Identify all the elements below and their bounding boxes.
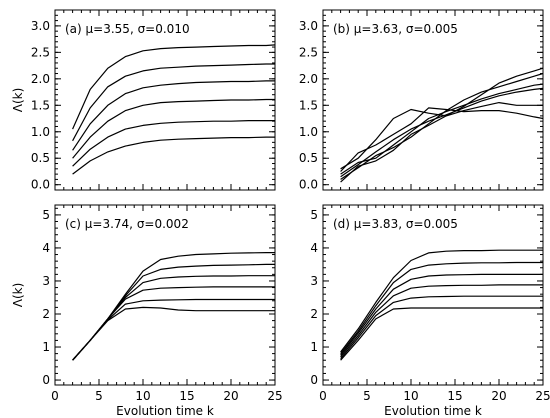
series-line-2	[72, 63, 275, 142]
x-tick-label: 5	[363, 389, 371, 403]
y-tick-label: 0	[310, 373, 318, 387]
x-tick-label: 20	[223, 389, 238, 403]
y-tick-label: 4	[310, 241, 318, 255]
panel-frame	[54, 204, 276, 386]
x-tick-label: 15	[447, 389, 462, 403]
series-line-4	[72, 286, 275, 361]
x-tick-label: 15	[179, 389, 194, 403]
series-line-6	[340, 307, 543, 361]
panel-annotation: (d) μ=3.83, σ=0.005	[333, 217, 458, 231]
y-tick-label: 1.0	[299, 125, 318, 139]
series-line-6	[72, 136, 275, 175]
panel-annotation: (a) μ=3.55, σ=0.010	[65, 22, 190, 36]
x-axis-label: Evolution time k	[384, 404, 482, 418]
panel-annotation: (b) μ=3.63, σ=0.005	[333, 22, 458, 36]
y-tick-label: 0.0	[299, 178, 318, 192]
series-line-4	[72, 98, 275, 159]
y-axis-label: Λ(k)	[11, 88, 25, 113]
y-tick-label: 2.5	[31, 45, 50, 59]
panel-a: 0.0 0.5 1.0 1.5 2.0 2.5 3.0 (a) μ=3.55, σ=0.010…	[11, 9, 276, 192]
y-tick-label: 1.5	[299, 98, 318, 112]
y-tick-label: 3	[42, 274, 50, 288]
y-tick-label: 3.0	[299, 19, 318, 33]
series-line-1	[340, 249, 543, 353]
x-tick-label: 20	[491, 389, 506, 403]
y-tick-label: 1.5	[31, 98, 50, 112]
series-line-3	[72, 80, 275, 151]
y-tick-label: 2	[42, 307, 50, 321]
y-tick-label: 2	[310, 307, 318, 321]
series-line-2	[72, 263, 275, 361]
y-tick-label: 0.5	[299, 151, 318, 165]
x-tick-label: 25	[267, 389, 282, 403]
series-line-2	[340, 107, 544, 172]
y-tick-label: 1.0	[31, 125, 50, 139]
y-tick-label: 1	[310, 340, 318, 354]
x-axis-label: Evolution time k	[116, 404, 214, 418]
x-tick-label: 0	[51, 389, 59, 403]
series-line-2	[340, 261, 543, 354]
series-line-4	[340, 87, 544, 178]
series-line-3	[340, 273, 543, 356]
y-tick-label: 5	[310, 208, 318, 222]
y-tick-label: 0	[42, 373, 50, 387]
series-line-1	[72, 44, 276, 130]
y-tick-label: 2.5	[299, 45, 318, 59]
x-tick-label: 25	[535, 389, 550, 403]
y-tick-label: 3	[310, 274, 318, 288]
x-tick-label: 10	[403, 389, 418, 403]
series-line-6	[340, 67, 544, 183]
y-tick-label: 3.0	[31, 19, 50, 33]
series-line-3	[72, 275, 275, 361]
y-tick-label: 2.0	[31, 72, 50, 86]
series-line-6	[72, 306, 275, 361]
panel-d: 0 5 10 15 20 25 0 1 2 3 4 5 (d) μ=3.83, σ=0.005 Evolu…	[310, 204, 550, 418]
series-line-5	[340, 72, 544, 180]
x-tick-label: 10	[135, 389, 150, 403]
series-line-5	[72, 298, 275, 361]
panel-c: 0 5 10 15 20 25 0 1 2 3 4 5 (c) μ=3.74, σ=0.002 Λ(k) E…	[11, 204, 283, 418]
series-line-5	[340, 295, 543, 359]
y-tick-label: 0.0	[31, 178, 50, 192]
panel-frame	[322, 9, 544, 191]
y-tick-label: 2.0	[299, 72, 318, 86]
x-tick-label: 0	[319, 389, 327, 403]
panel-annotation: (c) μ=3.74, σ=0.002	[65, 217, 189, 231]
panel-frame	[322, 204, 544, 386]
x-tick-label: 5	[95, 389, 103, 403]
series-line-5	[72, 120, 275, 167]
y-tick-label: 0.5	[31, 151, 50, 165]
panel-b: 0.0 0.5 1.0 1.5 2.0 2.5 3.0 (b) μ=3.63, σ=0.005	[299, 9, 544, 192]
y-tick-label: 4	[42, 241, 50, 255]
y-tick-label: 1	[42, 340, 50, 354]
series-line-1	[72, 252, 275, 361]
series-line-3	[340, 83, 544, 175]
y-tick-label: 5	[42, 208, 50, 222]
series-line-4	[340, 284, 543, 358]
y-axis-label: Λ(k)	[11, 283, 25, 308]
